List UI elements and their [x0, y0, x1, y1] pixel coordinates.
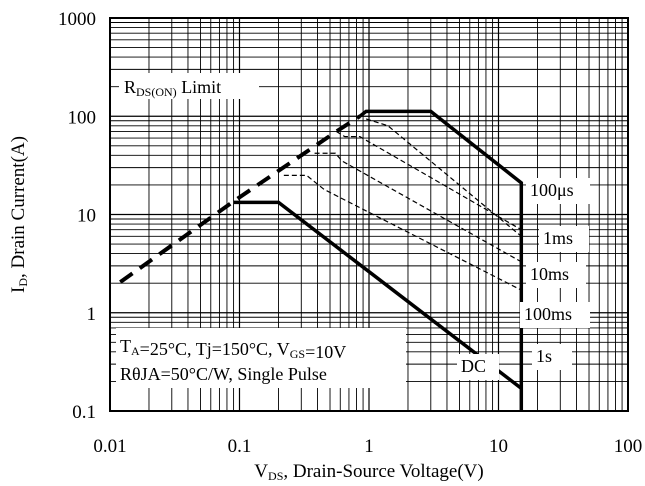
rds-on-limit-line [119, 114, 361, 284]
x-tick-label: 1 [364, 436, 374, 457]
series-label: 1ms [543, 228, 573, 248]
y-tick-label: 1000 [58, 9, 96, 30]
series-label-bg [520, 302, 590, 328]
soa-line-100μs [358, 109, 524, 411]
x-tick-label: 0.01 [93, 436, 126, 457]
tick-labels: 0.01 0.1 1 10 100 0.1 1 10 100 1000 [58, 9, 642, 457]
y-tick-label: 10 [77, 206, 96, 227]
y-tick-label: 1 [87, 304, 97, 325]
conditions-line-1: TA=25°C, Tj=150°C, VGS=10V [120, 336, 346, 362]
axis-titles: VDS, Drain-Source Voltage(V) ID, Drain Cu… [8, 136, 484, 483]
soa-line-10ms [314, 152, 522, 263]
soa-line-1s [365, 118, 522, 237]
rds-on-limit-label: RDS(ON) Limit [124, 77, 221, 99]
x-tick-label: 10 [489, 436, 508, 457]
series-label-bg [532, 344, 572, 370]
curves [119, 109, 524, 411]
y-axis-title: ID, Drain Current(A) [8, 136, 30, 293]
y-tick-label: 0.1 [72, 402, 96, 423]
series-label-bg [539, 226, 589, 252]
series-label-bg [457, 354, 499, 380]
annotations: RDS(ON) Limit 100μs 1ms 10ms 100ms 1s DC TA=25°… [116, 73, 590, 388]
x-axis-title: VDS, Drain-Source Voltage(V) [254, 461, 483, 483]
soa-line-DC [233, 200, 523, 390]
conditions-bg [116, 328, 406, 388]
series-label: 100μs [530, 180, 574, 200]
x-tick-label: 0.1 [228, 436, 252, 457]
conditions-line-2: RθJA=50°C/W, Single Pulse [120, 364, 327, 384]
soa-line-1ms [336, 130, 522, 231]
y-tick-label: 100 [68, 107, 97, 128]
series-label: 10ms [530, 264, 569, 284]
rds-label-bg [119, 73, 259, 99]
series-label: DC [461, 356, 486, 376]
series-label-bg [526, 178, 590, 204]
plot-frame [109, 17, 629, 412]
soa-line-100ms [283, 174, 522, 291]
series-label: 100ms [524, 304, 572, 324]
series-label-bg [526, 262, 586, 288]
x-tick-label: 100 [614, 436, 643, 457]
series-label: 1s [536, 346, 552, 366]
